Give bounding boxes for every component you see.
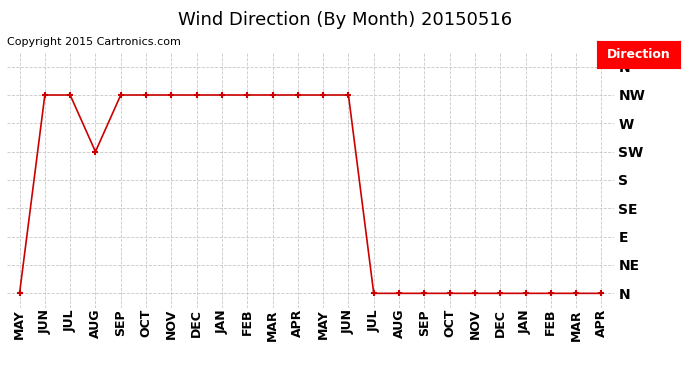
Text: Wind Direction (By Month) 20150516: Wind Direction (By Month) 20150516: [178, 11, 512, 29]
Text: Copyright 2015 Cartronics.com: Copyright 2015 Cartronics.com: [7, 38, 181, 47]
Text: Direction: Direction: [607, 48, 670, 61]
